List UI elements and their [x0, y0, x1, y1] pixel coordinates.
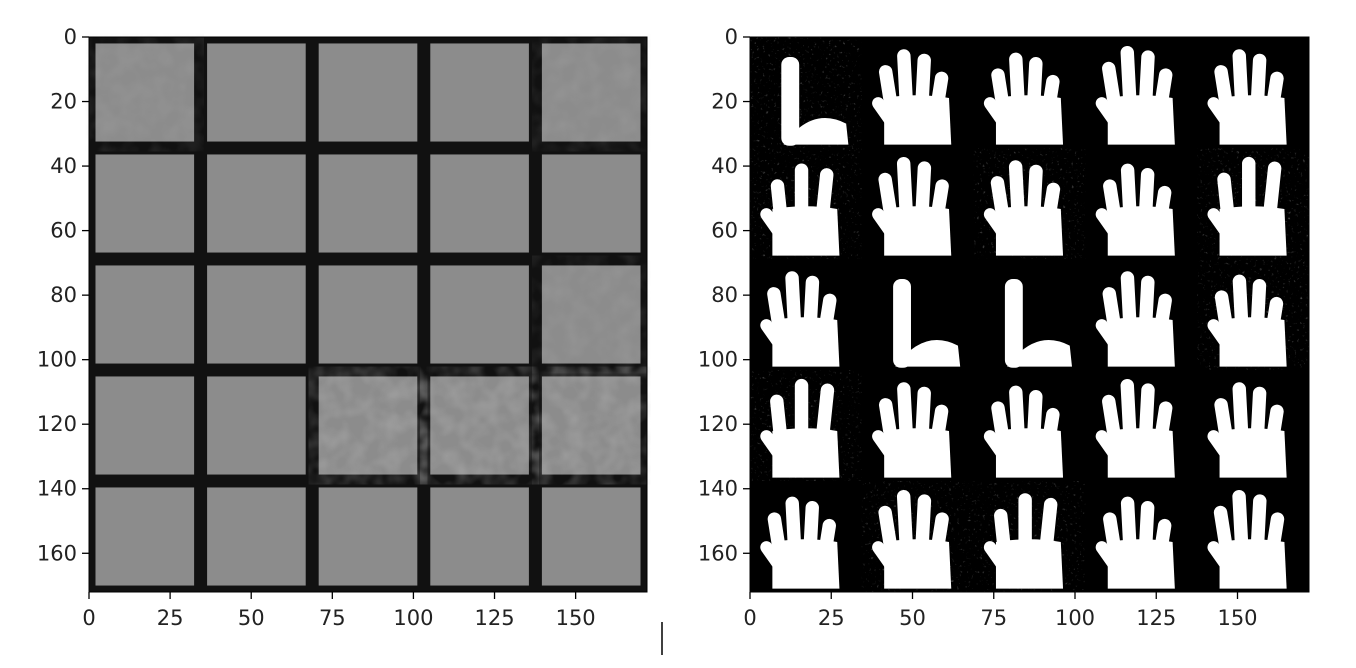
hand-silhouette: [760, 271, 840, 367]
x-tick-label: 100: [393, 606, 433, 630]
gray-tile: [318, 43, 418, 142]
tile-texture: [430, 376, 529, 475]
hand-silhouette: [1095, 271, 1175, 367]
y-tick-label: 40: [711, 154, 738, 178]
y-tick-label: 40: [50, 154, 77, 178]
gray-tile: [95, 376, 195, 475]
right-panel: 0 25 50 75 100 125 150 0 20 40 60 80 100 120 140 160: [698, 25, 1310, 630]
hand-silhouette: [1095, 163, 1175, 256]
x-tick-label: 50: [238, 606, 265, 630]
hand-silhouette: [1095, 45, 1175, 145]
tile-texture: [318, 376, 418, 475]
hand-silhouette: [1095, 496, 1175, 589]
hand-silhouette: [983, 385, 1064, 478]
hand-silhouette: [872, 156, 952, 256]
tile-texture: [95, 43, 195, 142]
gray-tile: [318, 265, 418, 364]
x-tick-label: 150: [556, 606, 596, 630]
hand-silhouette: [872, 49, 952, 145]
y-tick-label: 160: [698, 541, 738, 565]
hand-silhouette: [1004, 278, 1072, 368]
y-tick-label: 160: [37, 541, 77, 565]
noise-speckle: [973, 481, 1086, 592]
y-tick-label: 140: [37, 477, 77, 501]
y-tick-label: 0: [725, 25, 738, 49]
tile-texture: [541, 265, 641, 364]
gray-tile: [207, 376, 306, 475]
x-tick-label: 50: [899, 606, 926, 630]
left-panel: 0 25 50 75 100 125 150 0 20 40 60 80 100 120 140 160: [37, 25, 648, 630]
left-x-axis: 0 25 50 75 100 125 150: [82, 592, 596, 630]
y-tick-label: 140: [698, 477, 738, 501]
x-tick-label: 125: [1136, 606, 1176, 630]
hand-silhouette: [872, 382, 952, 478]
gray-tile: [541, 154, 641, 253]
x-tick-label: 75: [319, 606, 346, 630]
noise-speckle: [1197, 148, 1309, 259]
gray-tile: [430, 43, 529, 142]
y-tick-label: 80: [50, 283, 77, 307]
gray-tile: [430, 487, 529, 586]
hand-silhouette: [1207, 489, 1287, 589]
y-tick-label: 120: [698, 412, 738, 436]
tile-texture: [541, 43, 641, 142]
noise-speckle: [861, 481, 974, 592]
hand-silhouette: [893, 278, 961, 368]
gray-tile: [95, 265, 195, 364]
y-tick-label: 100: [37, 348, 77, 372]
left-y-axis: 0 20 40 60 80 100 120 140 160: [37, 25, 89, 565]
right-y-axis: 0 20 40 60 80 100 120 140 160: [698, 25, 750, 565]
hand-silhouette: [1095, 378, 1175, 478]
noise-speckle: [973, 148, 1086, 259]
noise-speckle: [750, 37, 862, 148]
y-tick-label: 0: [64, 25, 77, 49]
noise-speckle: [750, 148, 862, 259]
gray-tile: [207, 487, 306, 586]
tile-texture: [541, 376, 641, 475]
x-tick-label: 25: [157, 606, 184, 630]
y-tick-label: 80: [711, 283, 738, 307]
gray-tile: [430, 265, 529, 364]
gray-tile: [318, 154, 418, 253]
hand-silhouette: [1207, 382, 1287, 478]
y-tick-label: 60: [50, 219, 77, 243]
x-tick-label: 0: [82, 606, 95, 630]
hand-silhouette: [760, 496, 840, 589]
y-tick-label: 20: [711, 90, 738, 114]
noise-speckle: [750, 370, 862, 481]
gray-tile: [207, 43, 306, 142]
hand-silhouette: [1207, 49, 1287, 145]
gray-tile: [207, 154, 306, 253]
y-tick-label: 20: [50, 90, 77, 114]
right-x-axis: 0 25 50 75 100 125 150: [743, 592, 1258, 630]
x-tick-label: 25: [818, 606, 845, 630]
gray-tile: [430, 154, 529, 253]
left-panel-image: [89, 37, 647, 592]
x-tick-label: 100: [1055, 606, 1095, 630]
x-tick-label: 0: [743, 606, 756, 630]
y-tick-label: 120: [37, 412, 77, 436]
hand-silhouette: [983, 52, 1064, 145]
x-tick-label: 150: [1217, 606, 1257, 630]
x-tick-label: 75: [980, 606, 1007, 630]
right-panel-frame: [749, 36, 1310, 593]
y-tick-label: 100: [698, 348, 738, 372]
x-tick-label: 125: [474, 606, 514, 630]
noise-speckle: [1197, 259, 1309, 370]
gray-tile: [541, 487, 641, 586]
right-panel-image: [750, 37, 1309, 592]
gray-tile: [95, 487, 195, 586]
gray-tile: [318, 487, 418, 586]
gray-tile: [95, 154, 195, 253]
gray-tile: [207, 265, 306, 364]
y-tick-label: 60: [711, 219, 738, 243]
left-panel-frame: [88, 36, 648, 593]
